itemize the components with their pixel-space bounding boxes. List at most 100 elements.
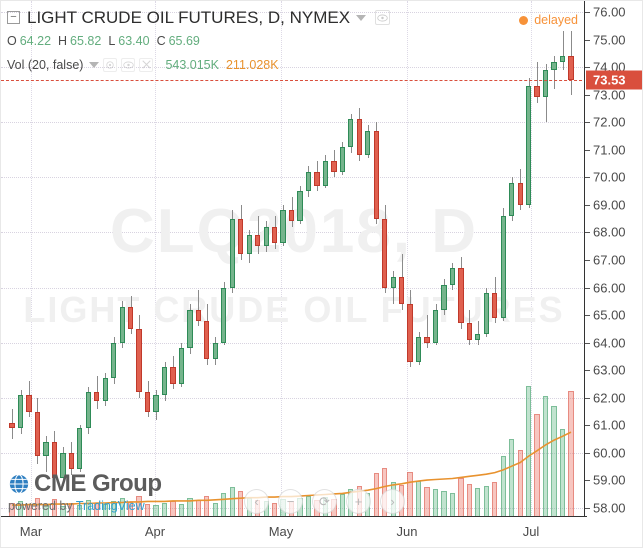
candle-body: [26, 395, 32, 412]
zoom-out-button[interactable]: −: [278, 489, 303, 514]
price-tick-label: 69.00: [593, 197, 626, 213]
ohlc-open-value: 64.22: [19, 33, 52, 48]
indicator-volume-value: 543.015K: [165, 57, 219, 72]
gear-icon[interactable]: [103, 57, 118, 72]
eye-icon[interactable]: [375, 10, 391, 25]
candle-body: [221, 287, 227, 343]
chevron-down-icon[interactable]: [356, 14, 367, 21]
reset-chart-button[interactable]: ⟳: [312, 489, 337, 514]
candle-body: [170, 367, 176, 384]
candle-body: [263, 226, 269, 247]
indicator-name[interactable]: Vol (20, false): [7, 57, 84, 72]
time-tick-label: May: [268, 524, 294, 539]
grid-line-h: [1, 232, 587, 234]
powered-by: powered by TradingView: [8, 499, 162, 513]
price-axis[interactable]: 76.00 75.00 74.00 73.00 72.00 71.00 70.00 69.00…: [584, 1, 642, 519]
price-tick-label: 58.00: [593, 500, 626, 516]
candle-body: [280, 210, 286, 244]
price-tick: [585, 315, 590, 317]
time-axis[interactable]: Mar Apr May Jun Jul: [1, 516, 587, 547]
price-tick-label: 63.00: [593, 362, 626, 378]
candle-body: [331, 160, 337, 172]
grid-line-h: [1, 67, 587, 69]
candle-wick: [563, 31, 564, 70]
grid-line-v: [531, 1, 532, 519]
tradingview-link[interactable]: TradingView: [75, 499, 145, 513]
price-tick: [585, 177, 590, 179]
plot-area[interactable]: CLQ2018, D LIGHT CRUDE OIL FUTURES: [1, 1, 587, 519]
candle-body: [161, 367, 168, 395]
grid-line-v: [31, 1, 32, 519]
price-tick-label: 71.00: [593, 142, 626, 158]
price-tick: [585, 232, 590, 234]
price-tick: [585, 39, 590, 41]
price-tick-label: 76.00: [593, 4, 626, 20]
candle-body: [153, 395, 159, 412]
candle-body: [51, 441, 58, 478]
price-tick: [585, 425, 590, 427]
price-tick-label: 66.00: [593, 280, 626, 296]
candle-body: [271, 226, 278, 244]
ohlc-low-label: L: [108, 33, 116, 48]
price-tick: [585, 370, 590, 372]
candle-body: [246, 235, 252, 255]
candle-body: [43, 441, 49, 456]
ohlc-low-value: 63.40: [118, 33, 150, 48]
candle-body: [314, 171, 320, 186]
candle-body: [339, 147, 345, 172]
candle-wick: [478, 320, 479, 346]
scroll-right-button[interactable]: ›: [380, 489, 405, 514]
candle-body: [178, 348, 185, 384]
price-tick-label: 65.00: [593, 307, 626, 323]
candle-body: [500, 215, 506, 318]
candle-body: [348, 119, 354, 148]
candle-wick: [537, 61, 538, 103]
candle-body: [102, 378, 108, 401]
grid-line-h: [1, 397, 587, 399]
candle-body: [509, 182, 515, 216]
ohlc-high-value: 65.82: [70, 33, 102, 48]
candle-body: [212, 342, 218, 360]
last-price-line: [1, 80, 587, 82]
candle-body: [119, 306, 125, 343]
price-tick-label: 62.00: [593, 390, 626, 406]
grid-line-h: [1, 342, 587, 344]
candle-body: [60, 452, 66, 478]
cme-globe-icon: [8, 473, 30, 495]
candle-body: [458, 268, 464, 324]
candle-body: [424, 337, 430, 343]
minus-box-icon[interactable]: −: [7, 11, 20, 24]
candle-body: [492, 293, 498, 318]
cme-logo-row: CME Group: [8, 470, 162, 498]
candle-body: [407, 304, 413, 362]
candle-body: [373, 130, 379, 219]
chevron-down-icon[interactable]: [89, 61, 100, 68]
eye-icon[interactable]: [121, 57, 136, 72]
candle-body: [441, 284, 447, 310]
zoom-in-button[interactable]: +: [346, 489, 371, 514]
candle-body: [559, 56, 566, 62]
candle-body: [68, 452, 74, 470]
candle-body: [365, 130, 371, 156]
candle-body: [238, 218, 244, 255]
candle-body: [534, 86, 540, 98]
close-icon[interactable]: [139, 57, 154, 72]
candle-body: [229, 218, 235, 288]
scroll-left-button[interactable]: ‹: [244, 489, 269, 514]
candle-body: [568, 56, 574, 81]
cme-logo-text: CME Group: [34, 470, 162, 497]
price-tick-label: 75.00: [593, 32, 626, 48]
chart-nav-buttons[interactable]: ‹ − ⟳ + ›: [244, 489, 405, 514]
price-tick-label: 61.00: [593, 417, 626, 433]
candle-body: [17, 395, 24, 429]
price-tick: [585, 94, 590, 96]
candle-body: [288, 210, 295, 222]
price-tick: [585, 67, 590, 69]
price-tick: [585, 342, 590, 344]
grid-line-h: [1, 287, 587, 289]
grid-line-v: [281, 1, 282, 519]
price-tick: [585, 287, 590, 289]
time-tick-label: Apr: [144, 524, 166, 539]
ohlc-high-label: H: [58, 33, 68, 48]
